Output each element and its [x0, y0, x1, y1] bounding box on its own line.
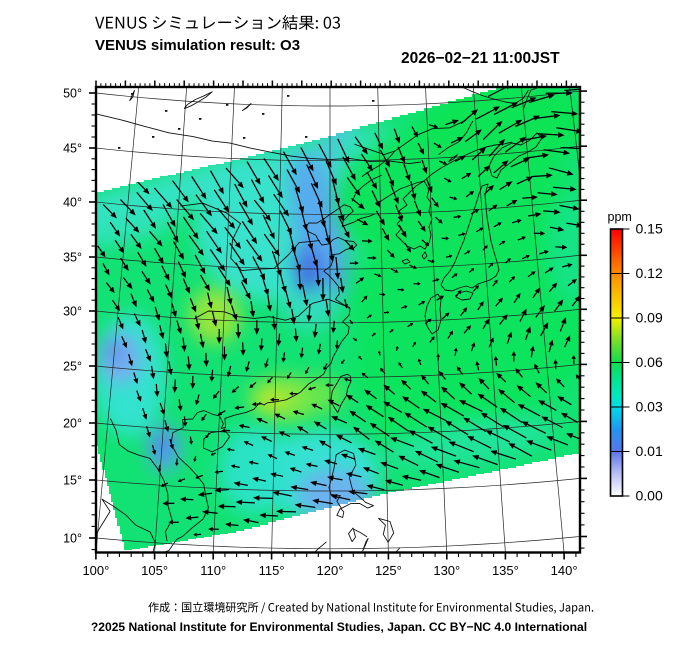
svg-text:20°: 20°	[63, 417, 82, 431]
svg-text:?2025 National Institute for E: ?2025 National Institute for Environment…	[91, 620, 587, 634]
svg-text:15°: 15°	[63, 474, 82, 488]
svg-text:115°: 115°	[259, 563, 285, 578]
svg-text:125°: 125°	[375, 563, 402, 578]
svg-text:0.03: 0.03	[636, 399, 663, 415]
svg-text:45°: 45°	[63, 142, 82, 156]
svg-text:0.01: 0.01	[636, 443, 663, 459]
svg-text:0.12: 0.12	[636, 265, 663, 281]
svg-text:140°: 140°	[551, 563, 578, 578]
svg-text:135°: 135°	[492, 563, 519, 578]
svg-text:40°: 40°	[63, 196, 82, 210]
svg-text:0.06: 0.06	[636, 354, 663, 370]
svg-text:120°: 120°	[317, 563, 344, 578]
svg-text:VENUS simulation result: O3: VENUS simulation result: O3	[95, 37, 300, 54]
svg-text:0.15: 0.15	[636, 221, 663, 237]
svg-text:100°: 100°	[82, 563, 109, 578]
svg-text:105°: 105°	[141, 563, 168, 578]
svg-text:130°: 130°	[433, 563, 460, 578]
svg-text:25°: 25°	[63, 360, 82, 374]
svg-text:0.09: 0.09	[636, 310, 663, 326]
svg-text:35°: 35°	[63, 251, 82, 265]
svg-text:50°: 50°	[63, 87, 82, 101]
svg-text:0.00: 0.00	[636, 488, 663, 504]
svg-text:ppm: ppm	[608, 210, 632, 224]
svg-text:30°: 30°	[63, 305, 82, 319]
svg-text:10°: 10°	[63, 532, 82, 546]
svg-text:110°: 110°	[200, 563, 226, 578]
svg-text:2026−02−21 11:00JST: 2026−02−21 11:00JST	[401, 50, 560, 67]
